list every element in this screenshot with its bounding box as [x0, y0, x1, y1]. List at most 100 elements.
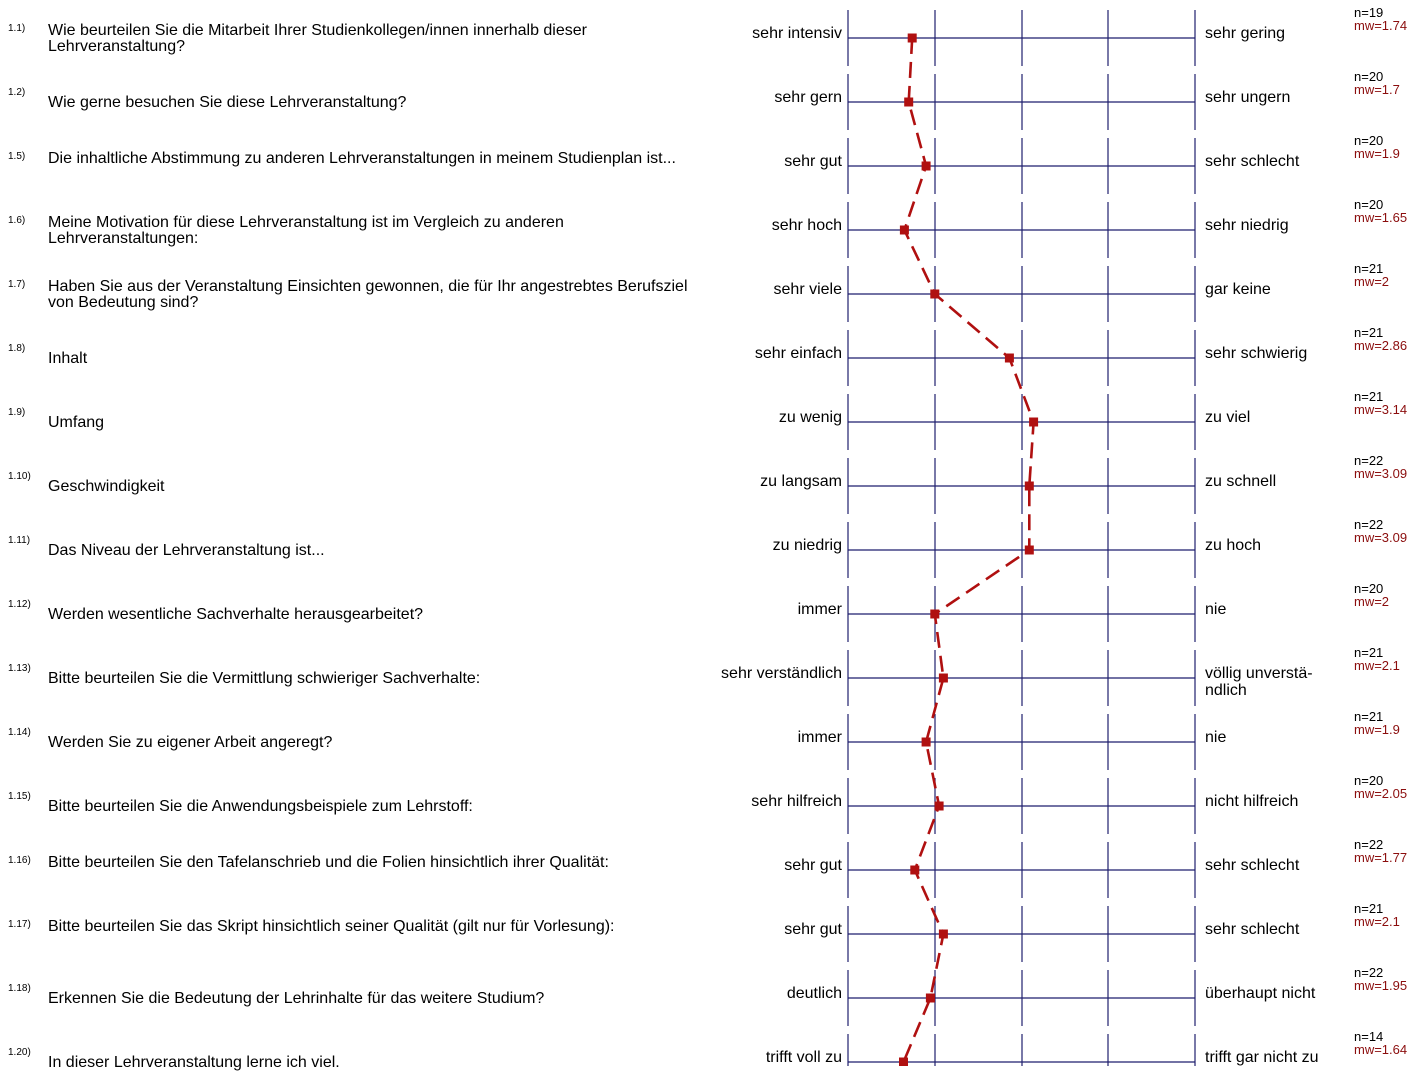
respondent-count: n=20 [1354, 69, 1384, 84]
question-text: Werden wesentliche Sachverhalte herausge… [48, 606, 424, 623]
mean-value-label: mw=1.65 [1354, 210, 1408, 225]
left-pole-label: immer [797, 729, 842, 746]
question-text: Werden Sie zu eigener Arbeit angeregt? [48, 734, 333, 751]
mean-value-label: mw=2.1 [1354, 914, 1400, 929]
mean-value-label: mw=2 [1354, 594, 1390, 609]
mean-marker [1004, 353, 1014, 363]
respondent-count: n=21 [1354, 261, 1384, 276]
respondent-count: n=22 [1354, 965, 1384, 980]
question-number: 1.9) [8, 407, 26, 418]
question-number: 1.1) [8, 23, 26, 34]
question-number: 1.7) [8, 279, 26, 290]
question-text: Die inhaltliche Abstimmung zu anderen Le… [48, 150, 676, 167]
right-pole-label: trifft gar nicht zu [1205, 1049, 1319, 1066]
mean-value-label: mw=1.64 [1354, 1042, 1408, 1057]
left-pole-label: trifft voll zu [765, 1049, 842, 1066]
left-pole-label: sehr gut [784, 921, 842, 938]
mean-value-label: mw=3.14 [1354, 402, 1408, 417]
mean-marker [930, 289, 940, 299]
respondent-count: n=20 [1354, 197, 1384, 212]
respondent-count: n=22 [1354, 453, 1384, 468]
left-pole-label: deutlich [786, 985, 842, 1002]
mean-marker [930, 609, 940, 619]
question-number: 1.11) [8, 535, 31, 546]
respondent-count: n=22 [1354, 517, 1384, 532]
question-text: Wie beurteilen Sie die Mitarbeit Ihrer S… [48, 22, 587, 55]
question-number: 1.15) [8, 791, 31, 802]
right-pole-label: sehr gering [1205, 25, 1286, 42]
mean-value-label: mw=2 [1354, 274, 1390, 289]
right-pole-label: sehr ungern [1205, 89, 1291, 106]
respondent-count: n=14 [1354, 1029, 1384, 1044]
left-pole-label: zu niedrig [772, 537, 842, 554]
mean-marker [938, 673, 948, 683]
left-pole-label: sehr gut [784, 153, 842, 170]
right-pole-label: sehr niedrig [1205, 217, 1289, 234]
mean-value-label: mw=1.77 [1354, 850, 1408, 865]
right-pole-label: zu schnell [1205, 473, 1277, 490]
left-pole-label: zu langsam [760, 473, 842, 490]
question-text: Das Niveau der Lehrveranstaltung ist... [48, 542, 325, 559]
question-number: 1.10) [8, 471, 31, 482]
mean-marker [934, 801, 944, 811]
mean-value-label: mw=3.09 [1354, 530, 1408, 545]
mean-marker [921, 737, 931, 747]
mean-marker [907, 33, 917, 43]
respondent-count: n=21 [1354, 389, 1384, 404]
right-pole-label: überhaupt nicht [1205, 985, 1316, 1002]
scale-grid [847, 10, 1196, 1066]
left-pole-label: sehr gern [774, 89, 842, 106]
mean-marker [904, 97, 914, 107]
left-pole-label: sehr intensiv [752, 25, 842, 42]
respondent-count: n=21 [1354, 645, 1384, 660]
mean-marker [925, 993, 935, 1003]
right-pole-label: nie [1205, 729, 1227, 746]
left-pole-label: sehr einfach [754, 345, 842, 362]
mean-marker [1029, 417, 1039, 427]
question-number: 1.5) [8, 151, 26, 162]
mean-value-label: mw=2.05 [1354, 786, 1408, 801]
mean-marker [1024, 481, 1034, 491]
mean-value-label: mw=1.9 [1354, 722, 1400, 737]
mean-value-label: mw=1.95 [1354, 978, 1408, 993]
left-pole-label: sehr hilfreich [751, 793, 842, 810]
mean-marker [899, 225, 909, 235]
question-text: Bitte beurteilen Sie den Tafelanschrieb … [48, 854, 609, 871]
question-number: 1.20) [8, 1047, 31, 1058]
question-text: Erkennen Sie die Bedeutung der Lehrinhal… [48, 990, 545, 1007]
question-text: Wie gerne besuchen Sie diese Lehrveranst… [48, 94, 407, 111]
question-number: 1.2) [8, 87, 26, 98]
question-text: Umfang [48, 414, 105, 431]
respondent-count: n=20 [1354, 581, 1384, 596]
left-pole-label: immer [797, 601, 842, 618]
right-pole-label: nie [1205, 601, 1227, 618]
profile-line [902, 37, 1035, 1063]
left-pole-label: sehr hoch [771, 217, 842, 234]
question-number: 1.8) [8, 343, 26, 354]
question-text: Geschwindigkeit [48, 478, 165, 495]
question-text: Meine Motivation für diese Lehrveranstal… [48, 214, 564, 247]
right-pole-label: sehr schwierig [1205, 345, 1308, 362]
question-number: 1.13) [8, 663, 31, 674]
right-pole-label: sehr schlecht [1205, 153, 1300, 170]
mean-value-label: mw=1.7 [1354, 82, 1400, 97]
respondent-count: n=21 [1354, 901, 1384, 916]
mean-marker [910, 865, 920, 875]
question-text: Bitte beurteilen Sie die Vermittlung sch… [48, 670, 481, 687]
question-number: 1.16) [8, 855, 31, 866]
question-text: Bitte beurteilen Sie das Skript hinsicht… [48, 918, 615, 935]
right-pole-label: zu hoch [1205, 537, 1262, 554]
left-pole-label: sehr viele [773, 281, 842, 298]
respondent-count: n=20 [1354, 133, 1384, 148]
respondent-count: n=22 [1354, 837, 1384, 852]
question-text: Haben Sie aus der Veranstaltung Einsicht… [48, 278, 688, 311]
left-pole-label: zu wenig [778, 409, 842, 426]
question-text: Inhalt [48, 350, 88, 367]
right-pole-label: sehr schlecht [1205, 857, 1300, 874]
respondent-count: n=21 [1354, 325, 1384, 340]
left-pole-label: sehr verständlich [721, 665, 842, 682]
question-number: 1.14) [8, 727, 31, 738]
right-pole-label: völlig unverstä-ndlich [1205, 665, 1313, 699]
question-number: 1.18) [8, 983, 31, 994]
